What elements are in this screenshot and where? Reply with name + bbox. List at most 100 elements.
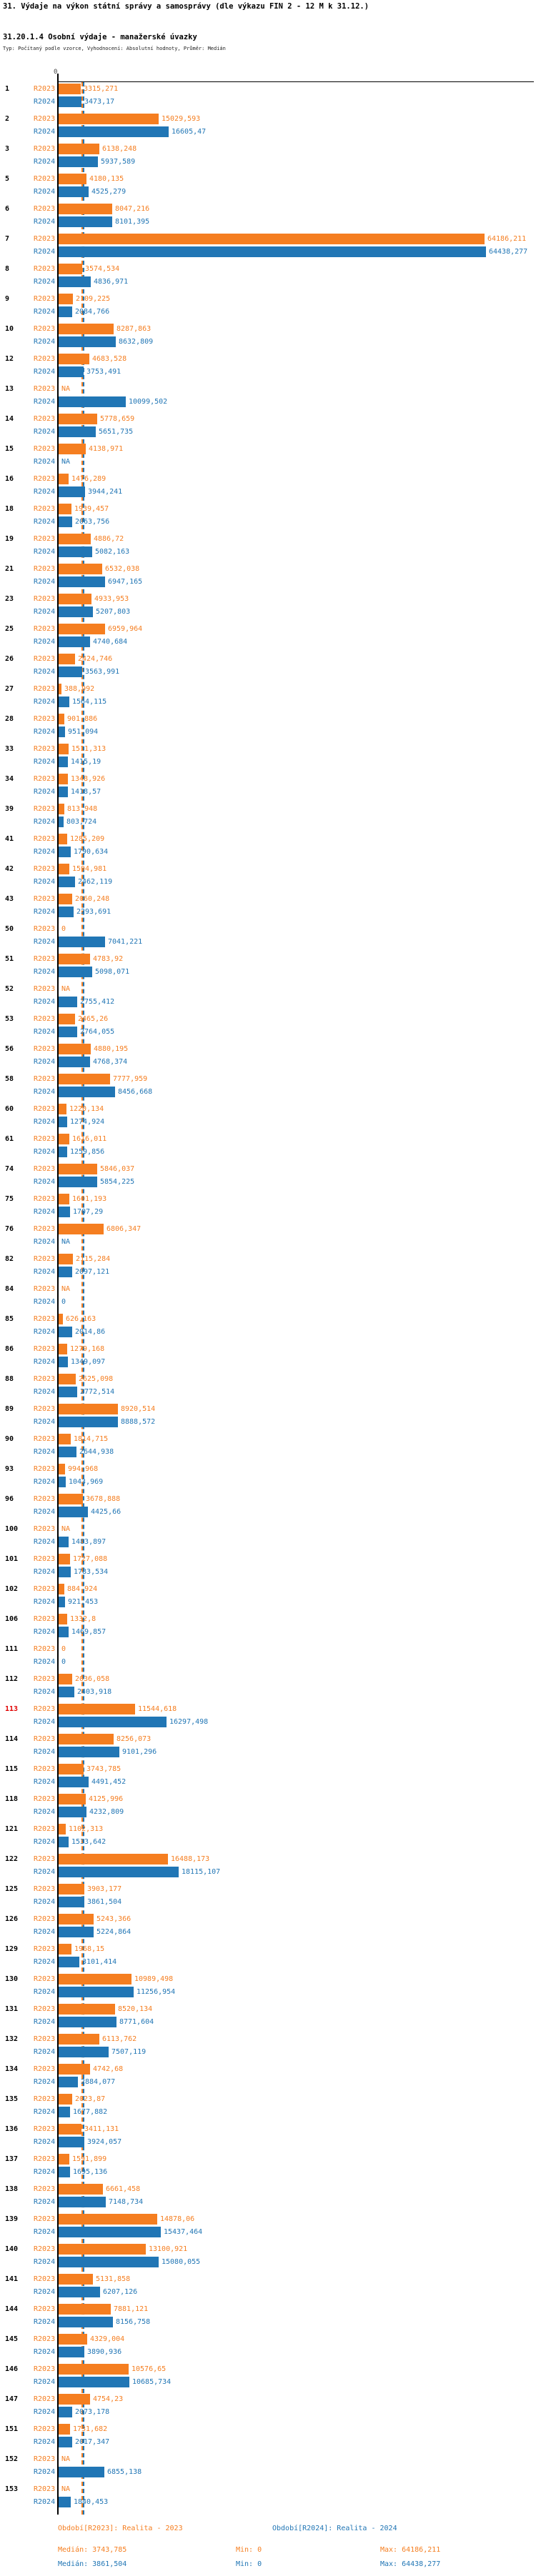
value-r2024: 1043,969 — [69, 1478, 104, 1486]
series-label-r2024: R2024 — [34, 698, 56, 706]
bar-r2024 — [59, 997, 77, 1007]
bar-r2023 — [59, 684, 61, 694]
bar-r2024 — [59, 2137, 84, 2147]
bar-r2024 — [59, 1147, 67, 1157]
series-label-r2024: R2024 — [34, 218, 56, 226]
series-label-r2023: R2023 — [34, 1495, 56, 1503]
value-r2023: 10989,498 — [134, 1975, 174, 1983]
chart-group: 144 R2023 7881,121 R2024 8156,758 — [0, 2304, 536, 2327]
chart-group: 135 R2023 2023,87 R2024 1677,882 — [0, 2094, 536, 2117]
bar-r2023 — [59, 894, 72, 904]
series-label-r2024: R2024 — [34, 1208, 56, 1216]
series-label-r2023: R2023 — [34, 1315, 56, 1323]
value-r2024: 0 — [61, 1298, 66, 1306]
row-number: 125 — [5, 1885, 19, 1893]
chart-group: 101 R2023 1727,088 R2024 1783,534 — [0, 1554, 536, 1577]
series-label-r2023: R2023 — [34, 145, 56, 153]
row-number: 153 — [5, 2485, 19, 2493]
bar-r2024 — [59, 336, 116, 347]
chart-group: 2 R2023 15029,593 R2024 16605,47 — [0, 114, 536, 137]
value-r2023: 7881,121 — [114, 2305, 149, 2313]
series-label-r2024: R2024 — [34, 1658, 56, 1666]
series-label-r2023: R2023 — [34, 2185, 56, 2193]
row-number: 8 — [5, 265, 10, 273]
value-r2023: 1102,313 — [69, 1825, 104, 1833]
bar-r2024 — [59, 1897, 84, 1907]
chart-group: 50 R2023 0 R2024 7041,221 — [0, 924, 536, 947]
bar-r2024 — [59, 1807, 86, 1817]
value-r2024: 1349,097 — [71, 1358, 106, 1366]
value-r2024: 1415,19 — [71, 758, 101, 766]
row-number: 10 — [5, 325, 14, 333]
row-number: 140 — [5, 2245, 19, 2253]
bar-r2024 — [59, 1927, 94, 1937]
series-label-r2023: R2023 — [34, 1015, 56, 1023]
chart-group: 134 R2023 4742,68 R2024 2884,077 — [0, 2064, 536, 2087]
row-number: 130 — [5, 1975, 19, 1983]
chart-group: 6 R2023 8047,216 R2024 8101,395 — [0, 204, 536, 227]
series-label-r2024: R2024 — [34, 1058, 56, 1066]
value-r2023: 64186,211 — [487, 235, 527, 243]
bar-r2023 — [59, 1794, 86, 1804]
series-label-r2024: R2024 — [34, 1238, 56, 1246]
chart-group: 61 R2023 1616,011 R2024 1259,856 — [0, 1134, 536, 1157]
row-number: 43 — [5, 895, 14, 903]
row-number: 27 — [5, 685, 14, 693]
series-label-r2023: R2023 — [34, 2335, 56, 2343]
row-number: 21 — [5, 565, 14, 573]
series-label-r2024: R2024 — [34, 1508, 56, 1516]
value-r2023: 3315,271 — [84, 85, 119, 93]
series-label-r2023: R2023 — [34, 2095, 56, 2103]
bar-r2023 — [59, 2004, 115, 2015]
bar-r2024 — [59, 1777, 89, 1787]
series-label-r2024: R2024 — [34, 1778, 56, 1786]
row-number: 23 — [5, 595, 14, 603]
chart-group: 76 R2023 6806,347 R2024 NA — [0, 1224, 536, 1247]
row-number: 14 — [5, 415, 14, 423]
series-label-r2023: R2023 — [34, 1195, 56, 1203]
chart-group: 15 R2023 4138,971 R2024 NA — [0, 444, 536, 467]
value-r2024: 2097,121 — [75, 1268, 110, 1276]
value-r2023: 1220,134 — [69, 1105, 104, 1113]
value-r2023: 11544,618 — [138, 1705, 177, 1713]
bar-r2024 — [59, 2497, 71, 2507]
bar-r2024 — [59, 1207, 70, 1217]
bar-r2024 — [59, 1957, 79, 1967]
bar-r2024 — [59, 366, 84, 377]
series-label-r2024: R2024 — [34, 2378, 56, 2386]
value-r2024: 1533,642 — [71, 1838, 106, 1846]
series-label-r2023: R2023 — [34, 1765, 56, 1773]
value-r2024: 951,094 — [68, 728, 99, 736]
series-label-r2023: R2023 — [34, 1255, 56, 1263]
series-label-r2024: R2024 — [34, 1538, 56, 1546]
chart-group: 8 R2023 3574,534 R2024 4836,971 — [0, 264, 536, 287]
bar-r2024 — [59, 2017, 116, 2027]
chart-group: 52 R2023 NA R2024 2755,412 — [0, 984, 536, 1007]
series-label-r2024: R2024 — [34, 2408, 56, 2416]
value-r2024: NA — [61, 1238, 71, 1246]
bar-r2024 — [59, 967, 92, 977]
value-r2023: NA — [61, 385, 71, 393]
bar-r2024 — [59, 1117, 67, 1127]
series-label-r2023: R2023 — [34, 1585, 56, 1593]
bar-r2024 — [59, 1597, 65, 1607]
bar-r2023 — [59, 144, 99, 154]
bar-r2024 — [59, 1387, 77, 1397]
value-r2023: 6113,762 — [102, 2035, 137, 2043]
series-label-r2024: R2024 — [34, 2318, 56, 2326]
bar-r2023 — [59, 2364, 129, 2375]
value-r2023: 3743,785 — [86, 1765, 121, 1773]
bar-r2024 — [59, 2347, 84, 2357]
chart-group: 85 R2023 626,163 R2024 2014,86 — [0, 1314, 536, 1337]
bar-r2024 — [59, 907, 74, 917]
value-r2023: 0 — [61, 1645, 66, 1653]
value-r2023: 2115,284 — [76, 1255, 111, 1263]
series-label-r2023: R2023 — [34, 2275, 56, 2283]
bar-r2024 — [59, 516, 72, 527]
median-line-r2024 — [83, 82, 84, 2515]
series-label-r2024: R2024 — [34, 98, 56, 106]
series-label-r2024: R2024 — [34, 518, 56, 526]
value-r2024: 2755,412 — [80, 998, 115, 1006]
series-label-r2024: R2024 — [34, 1298, 56, 1306]
median-line-r2023 — [81, 82, 83, 2515]
